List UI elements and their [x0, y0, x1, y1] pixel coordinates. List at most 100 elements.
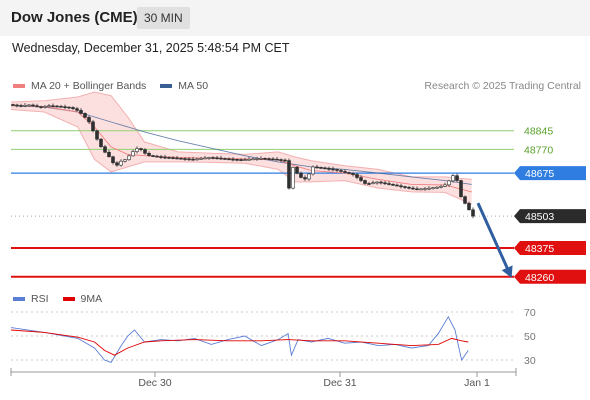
candle-body	[411, 187, 415, 190]
rsi-level-label-50: 50	[524, 331, 536, 343]
candle-body	[243, 159, 247, 161]
candle-body	[351, 173, 355, 175]
candle-body	[67, 106, 71, 109]
level-label-2: 48675	[525, 168, 554, 180]
candle-body	[463, 196, 467, 204]
candle-body	[395, 184, 399, 187]
candle-body	[327, 168, 331, 170]
candle-body	[259, 157, 263, 160]
level-label-0: 48845	[524, 126, 553, 138]
candle-body	[379, 181, 383, 184]
candle-body	[127, 155, 131, 161]
candle-body	[223, 158, 227, 160]
candle-body	[15, 104, 19, 107]
bollinger-band-layer	[10, 91, 472, 205]
candle-body	[135, 148, 139, 152]
candle-body	[119, 160, 123, 166]
forecast-arrow-line	[476, 202, 512, 275]
candle-body	[87, 117, 91, 123]
candle-body	[347, 172, 351, 174]
candle-body	[371, 182, 375, 184]
candle-body	[471, 209, 475, 217]
interval-button[interactable]: 30 MIN	[137, 7, 190, 29]
level-tag-5	[514, 269, 586, 284]
candle-body	[315, 166, 319, 169]
candle-body	[291, 166, 295, 189]
candle-body	[159, 156, 163, 158]
level-label-4: 48375	[525, 243, 554, 255]
candle-body	[363, 180, 367, 184]
candle-body	[191, 158, 195, 161]
candle-body	[131, 151, 135, 157]
candle-body	[423, 188, 427, 190]
level-tag-3	[514, 209, 586, 224]
candle-body	[455, 175, 459, 181]
candle-body	[47, 105, 51, 108]
candle-body	[51, 105, 55, 108]
candle-body	[207, 157, 211, 159]
candle-body	[139, 148, 143, 150]
candle-body	[275, 158, 279, 161]
rsi-legend: RSI 9MA	[13, 293, 102, 305]
candle-body	[91, 121, 95, 131]
candle-body	[167, 157, 171, 159]
candle-body	[39, 106, 43, 108]
candle-body	[271, 158, 275, 161]
candle-body	[335, 169, 339, 171]
candle-body	[383, 182, 387, 185]
candle-body	[151, 155, 155, 157]
candle-body	[111, 156, 115, 163]
candle-body	[295, 166, 299, 174]
candle-body	[55, 105, 59, 108]
level-label-1: 48770	[524, 144, 553, 156]
candle-body	[79, 110, 83, 114]
candle-body	[287, 160, 291, 189]
candle-body	[187, 158, 191, 161]
candle-body	[443, 184, 447, 187]
candle-body	[171, 157, 175, 159]
time-axis-layer: Dec 30 Dec 31 Jan 1	[10, 368, 517, 389]
candle-body	[147, 153, 151, 156]
chart-title: Dow Jones (CME)	[11, 9, 138, 26]
ma9-legend-label: 9MA	[80, 293, 103, 305]
candle-body	[219, 157, 223, 160]
rsi-line	[10, 315, 469, 363]
candle-body	[183, 158, 187, 160]
level-label-5: 48260	[525, 272, 554, 284]
candle-body	[19, 105, 23, 107]
candle-body	[71, 107, 75, 109]
candle-body	[343, 171, 347, 173]
bollinger-upper-line	[10, 91, 472, 180]
candle-body	[103, 146, 107, 153]
candle-body	[267, 158, 271, 160]
candle-body	[107, 151, 111, 158]
candle-body	[215, 157, 219, 160]
candle-body	[435, 186, 439, 189]
ma9-legend-swatch	[62, 297, 75, 301]
levels-layer: 48845 48770 48675 48503 48375 48260	[11, 126, 586, 284]
candle-body	[307, 173, 311, 180]
level-label-3: 48503	[525, 211, 554, 223]
candle-body	[311, 166, 315, 175]
level-tag-2	[514, 166, 586, 181]
header-bar: Dow Jones (CME) 30 MIN	[0, 0, 590, 36]
rsi-9ma-line	[10, 329, 469, 356]
rsi-layer: 70 50 30	[10, 307, 536, 367]
candle-body	[359, 177, 363, 181]
rsi-level-label-70: 70	[524, 307, 536, 319]
candle-body	[419, 188, 423, 191]
candle-body	[227, 158, 231, 161]
candle-body	[123, 159, 127, 162]
ma20-legend-label: MA 20 + Bollinger Bands	[31, 80, 147, 92]
candle-body	[355, 174, 359, 178]
candle-body	[263, 157, 267, 160]
candle-body	[195, 158, 199, 161]
candle-body	[391, 183, 395, 186]
candle-body	[35, 105, 39, 108]
candle-body	[339, 170, 343, 172]
candle-body	[179, 157, 183, 160]
candle-body	[83, 113, 87, 118]
candle-body	[431, 187, 435, 190]
candle-body	[43, 105, 47, 108]
